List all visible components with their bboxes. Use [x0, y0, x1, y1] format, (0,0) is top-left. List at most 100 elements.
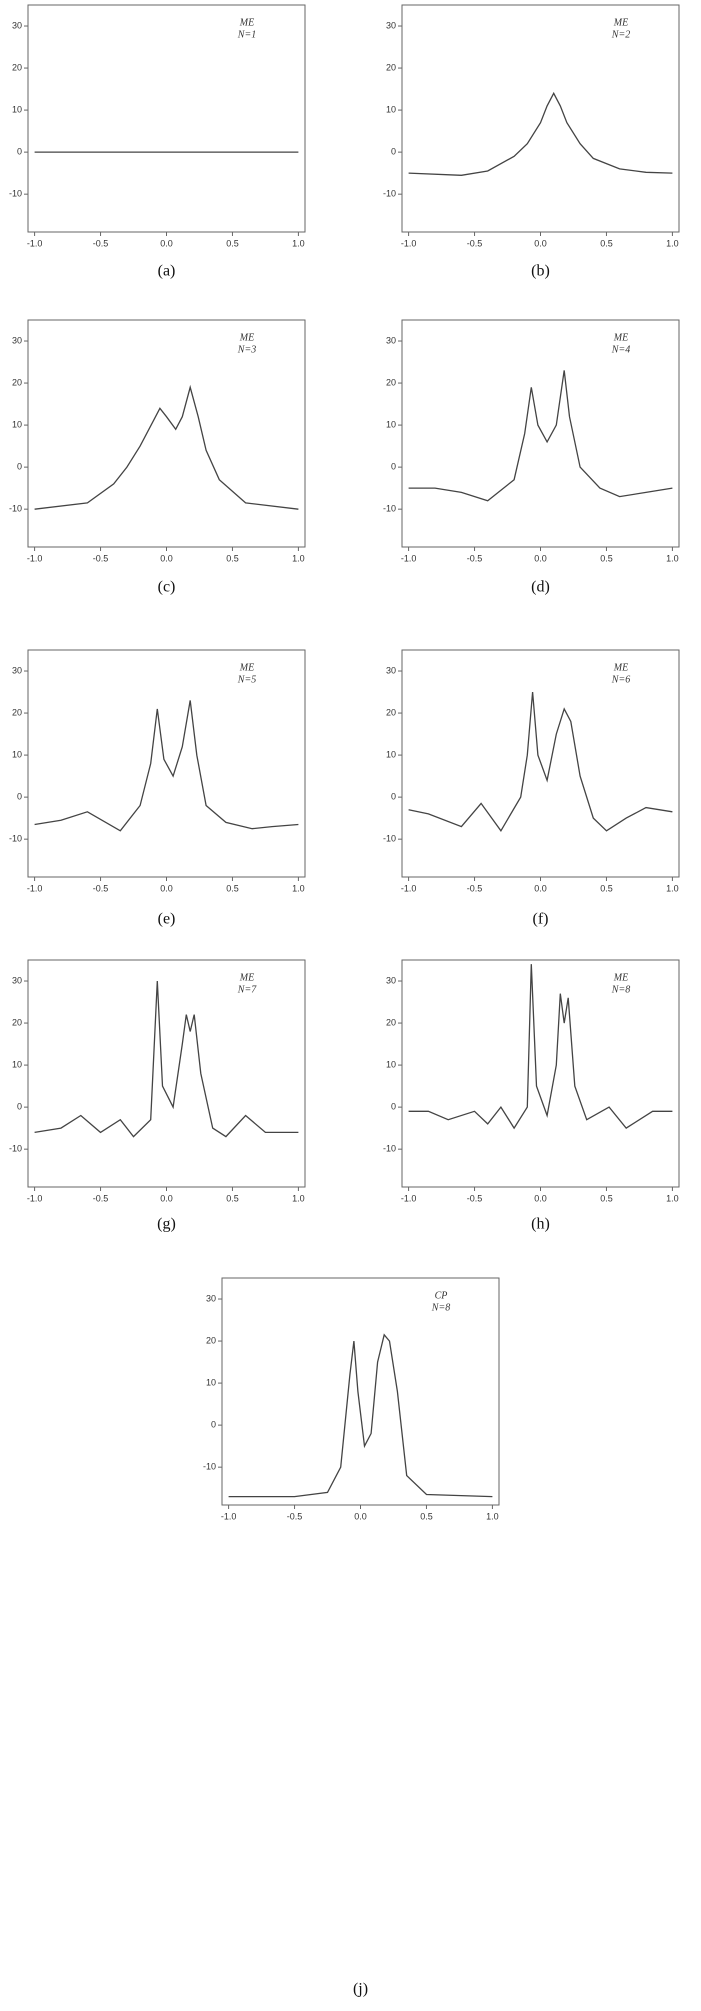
plot-frame: [221, 1277, 500, 1506]
x-tick-label: -0.5: [467, 238, 483, 248]
x-tick-label: -1.0: [401, 1193, 417, 1203]
caption: (g): [157, 1216, 176, 1233]
y-tick-label: 0: [17, 1102, 22, 1112]
caption: (j): [353, 1981, 368, 1998]
x-tick-label: 0.5: [600, 1193, 613, 1203]
plot-frame: [27, 319, 306, 548]
x-tick-label: 0.0: [534, 553, 547, 563]
n-label: N=8: [431, 1302, 450, 1313]
n-label: N=4: [611, 344, 630, 355]
n-label: N=2: [611, 29, 630, 40]
y-tick-label: -10: [383, 834, 396, 844]
x-tick-label: -1.0: [27, 238, 43, 248]
y-tick-label: 30: [386, 335, 396, 345]
n-label: N=3: [237, 344, 256, 355]
n-label: N=6: [611, 674, 630, 685]
x-tick-label: 0.0: [160, 883, 173, 893]
caption: (e): [158, 911, 176, 928]
y-tick-label: -10: [203, 1462, 216, 1472]
y-tick-label: 10: [386, 1059, 396, 1069]
x-tick-label: 0.5: [226, 238, 239, 248]
y-tick-label: 0: [211, 1420, 216, 1430]
x-tick-label: -1.0: [221, 1511, 237, 1521]
y-tick-label: -10: [383, 189, 396, 199]
x-tick-label: -0.5: [93, 1193, 109, 1203]
x-tick-label: -0.5: [467, 883, 483, 893]
n-label: N=1: [237, 29, 256, 40]
caption: (h): [531, 1216, 550, 1233]
x-tick-label: 0.0: [354, 1511, 367, 1521]
curve: [34, 384, 299, 510]
y-tick-label: 10: [386, 749, 396, 759]
y-tick-label: 0: [17, 147, 22, 157]
y-tick-label: 10: [12, 104, 22, 114]
y-tick-label: 20: [12, 62, 22, 72]
x-tick-label: -1.0: [27, 1193, 43, 1203]
method-label: ME: [613, 17, 628, 28]
x-tick-label: -0.5: [93, 238, 109, 248]
y-tick-label: 30: [386, 20, 396, 30]
x-tick-label: 0.0: [160, 1193, 173, 1203]
x-tick-label: -1.0: [27, 883, 43, 893]
curve: [34, 980, 299, 1138]
x-tick-label: 1.0: [292, 553, 305, 563]
x-tick-label: 0.5: [600, 883, 613, 893]
curve: [408, 964, 673, 1130]
x-tick-label: 1.0: [666, 1193, 679, 1203]
x-tick-label: 0.5: [600, 553, 613, 563]
curve: [408, 370, 673, 502]
y-tick-label: 30: [12, 335, 22, 345]
y-tick-label: 0: [17, 792, 22, 802]
y-tick-label: 10: [12, 749, 22, 759]
method-label: ME: [239, 972, 254, 983]
x-tick-label: 1.0: [666, 883, 679, 893]
caption: (d): [531, 579, 550, 596]
y-tick-label: 10: [386, 419, 396, 429]
x-tick-label: 0.5: [420, 1511, 433, 1521]
y-tick-label: 10: [206, 1377, 216, 1387]
y-tick-label: -10: [9, 504, 22, 514]
x-tick-label: -1.0: [401, 883, 417, 893]
plot-frame: [27, 4, 306, 233]
n-label: N=7: [237, 984, 257, 995]
caption: (c): [158, 579, 176, 596]
y-tick-label: 10: [386, 104, 396, 114]
y-tick-label: 20: [386, 62, 396, 72]
x-tick-label: 0.0: [160, 553, 173, 563]
method-label: ME: [239, 17, 254, 28]
x-tick-label: 0.5: [226, 553, 239, 563]
x-tick-label: 1.0: [666, 553, 679, 563]
y-tick-label: 20: [12, 1017, 22, 1027]
y-tick-label: -10: [383, 504, 396, 514]
x-tick-label: -1.0: [401, 238, 417, 248]
caption: (f): [533, 911, 549, 928]
method-label: ME: [613, 332, 628, 343]
y-tick-label: 20: [12, 707, 22, 717]
y-tick-label: 0: [391, 147, 396, 157]
y-tick-label: 20: [386, 707, 396, 717]
y-tick-label: 0: [17, 462, 22, 472]
method-label: CP: [435, 1290, 448, 1301]
x-tick-label: -0.5: [93, 553, 109, 563]
curve: [408, 691, 673, 832]
n-label: N=8: [611, 984, 630, 995]
x-tick-label: -1.0: [27, 553, 43, 563]
curve: [408, 91, 673, 176]
plot-frame: [27, 959, 306, 1188]
curve: [34, 700, 299, 832]
y-tick-label: -10: [9, 1144, 22, 1154]
y-tick-label: 10: [12, 1059, 22, 1069]
y-tick-label: 30: [12, 20, 22, 30]
y-tick-label: 20: [12, 377, 22, 387]
x-tick-label: 0.0: [534, 238, 547, 248]
n-label: N=5: [237, 674, 256, 685]
plot-frame: [401, 4, 680, 233]
method-label: ME: [613, 662, 628, 673]
y-tick-label: 30: [206, 1293, 216, 1303]
x-tick-label: 1.0: [292, 238, 305, 248]
y-tick-label: -10: [9, 189, 22, 199]
x-tick-label: -0.5: [93, 883, 109, 893]
x-tick-label: -0.5: [287, 1511, 303, 1521]
